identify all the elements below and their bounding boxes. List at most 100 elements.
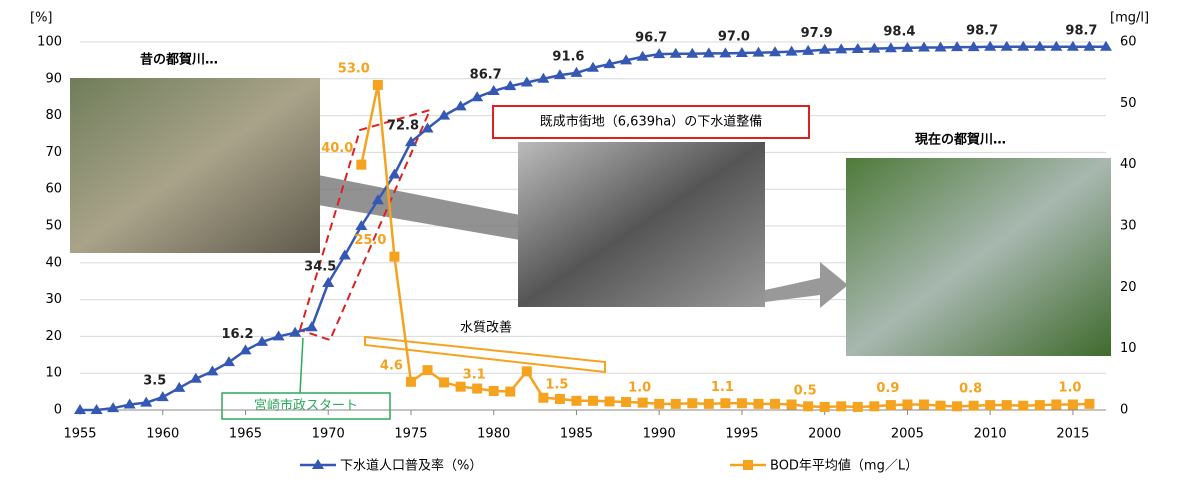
marker (454, 100, 467, 111)
legend-label: BOD年平均値（mg／L） (770, 458, 918, 474)
data-label: 96.7 (635, 31, 667, 46)
marker (935, 400, 946, 411)
legend-marker (743, 460, 753, 470)
y-tick-label: 20 (45, 329, 62, 344)
marker (1001, 400, 1012, 411)
marker (902, 399, 913, 410)
x-tick-label: 1955 (63, 427, 96, 442)
marker (869, 401, 880, 412)
marker (439, 377, 450, 388)
marker (654, 398, 665, 409)
y-tick-label: 10 (45, 366, 62, 381)
marker (405, 376, 416, 387)
y2-tick-label: 20 (1120, 280, 1137, 295)
y-tick-label: 40 (45, 255, 62, 270)
marker (703, 398, 714, 409)
arrow (364, 335, 606, 374)
marker (1067, 399, 1078, 410)
marker (917, 41, 930, 52)
x-tick-label: 1985 (560, 427, 593, 442)
data-label: 97.9 (801, 26, 833, 41)
y-tick-label: 0 (54, 403, 62, 418)
data-label: 16.2 (221, 327, 253, 342)
marker (289, 326, 302, 337)
marker (1033, 40, 1046, 51)
marker (554, 393, 565, 404)
axis-unit: [mg/l] (1110, 11, 1149, 26)
y-tick-label: 90 (45, 71, 62, 86)
legend-marker (312, 459, 324, 469)
marker (487, 84, 500, 95)
marker (603, 58, 616, 69)
marker (520, 76, 533, 87)
marker (1051, 399, 1062, 410)
marker (189, 372, 202, 383)
annotation: 水質改善 (460, 320, 512, 336)
marker (604, 396, 615, 407)
marker (74, 404, 86, 414)
x-tick-label: 1960 (146, 427, 179, 442)
marker (670, 398, 681, 409)
marker (687, 398, 698, 409)
legend-label: 下水道人口普及率（%） (340, 458, 482, 474)
marker (835, 43, 848, 54)
arrow (765, 262, 848, 308)
data-label: 34.5 (304, 260, 336, 275)
marker (505, 386, 516, 397)
data-label: 98.7 (966, 23, 998, 38)
marker (836, 401, 847, 412)
marker (587, 61, 599, 72)
marker (389, 251, 400, 262)
marker (272, 330, 285, 341)
y-tick-label: 70 (45, 145, 62, 160)
marker (770, 398, 781, 409)
marker (786, 399, 797, 410)
y2-tick-label: 0 (1120, 403, 1128, 418)
marker (669, 47, 682, 58)
marker (571, 395, 582, 406)
marker (140, 396, 153, 407)
data-label: 40.0 (321, 141, 353, 156)
data-label: 72.8 (387, 119, 419, 134)
annotation: 既成市街地（6,639ha）の下水道整備 (540, 114, 762, 130)
x-tick-label: 1980 (477, 427, 510, 442)
annotation-line (299, 337, 304, 394)
marker (934, 41, 947, 52)
arrow (318, 175, 520, 240)
marker (488, 385, 499, 396)
marker (621, 397, 632, 408)
marker (553, 69, 566, 80)
marker (918, 399, 929, 410)
marker (472, 383, 483, 394)
marker (588, 395, 598, 406)
marker (653, 48, 666, 59)
marker (123, 398, 136, 409)
x-tick-label: 1965 (229, 427, 262, 442)
data-label: 86.7 (470, 67, 502, 82)
x-tick-label: 1990 (643, 427, 676, 442)
marker (702, 47, 715, 58)
marker (1083, 40, 1096, 51)
data-label: 0.8 (959, 382, 982, 397)
y2-tick-label: 10 (1120, 341, 1137, 356)
data-label: 0.5 (794, 383, 817, 398)
marker (537, 72, 550, 83)
data-label: 25.0 (354, 233, 386, 248)
marker (570, 66, 583, 77)
marker (404, 136, 417, 147)
marker (769, 46, 782, 57)
marker (885, 400, 896, 411)
marker (686, 47, 699, 58)
data-label: 98.7 (1065, 23, 1097, 38)
y2-tick-label: 30 (1120, 219, 1137, 234)
annotation: 宮崎市政スタート (254, 398, 358, 414)
marker (90, 404, 103, 414)
x-tick-label: 1975 (394, 427, 427, 442)
marker (868, 42, 881, 53)
marker (884, 42, 897, 53)
x-tick-label: 2010 (974, 427, 1007, 442)
marker (818, 43, 831, 54)
marker (620, 54, 633, 65)
marker (206, 365, 219, 376)
